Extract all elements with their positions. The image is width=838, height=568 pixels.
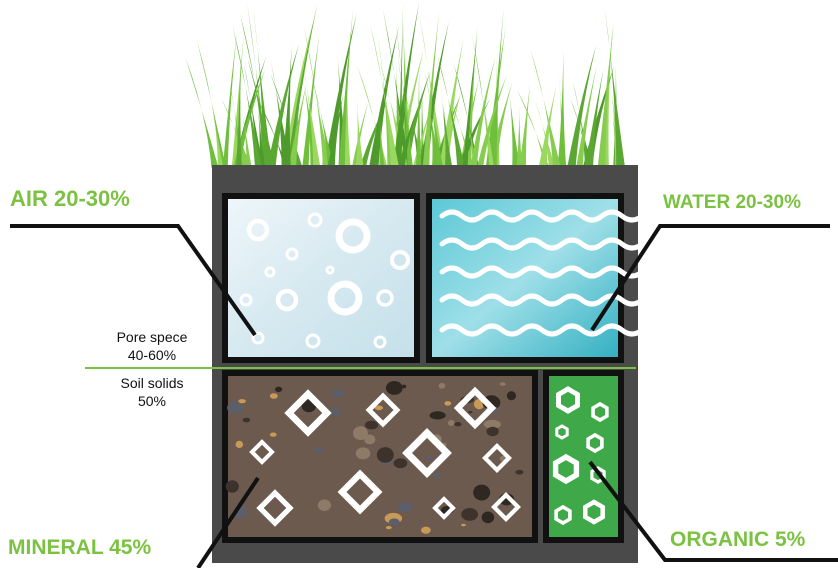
organic-hexagon-icon <box>552 386 609 526</box>
pore-space-label: Pore spece 40-60% <box>92 328 212 364</box>
mineral-diamond-icon <box>249 386 521 527</box>
water-label: WATER 20-30% <box>663 192 801 213</box>
soil-solids-label: Soil solids 50% <box>92 374 212 410</box>
water-wave-icon <box>439 209 645 337</box>
grass-icon <box>185 0 626 169</box>
air-label: AIR 20-30% <box>10 186 130 211</box>
air-bubble-icon <box>239 212 410 349</box>
air-leader-line <box>10 224 257 337</box>
water-leader-line <box>590 224 830 332</box>
organic-leader-line <box>588 460 838 562</box>
soil-solids-value: 50% <box>137 393 167 409</box>
organic-label: ORGANIC 5% <box>670 528 806 551</box>
pore-space-value: 40-60% <box>127 347 177 363</box>
mineral-label: MINERAL 45% <box>8 536 152 559</box>
mineral-leader-line <box>196 476 260 568</box>
soil-solids-title: Soil solids <box>120 375 184 391</box>
mineral-specks <box>225 381 524 534</box>
pore-space-title: Pore spece <box>116 329 188 345</box>
